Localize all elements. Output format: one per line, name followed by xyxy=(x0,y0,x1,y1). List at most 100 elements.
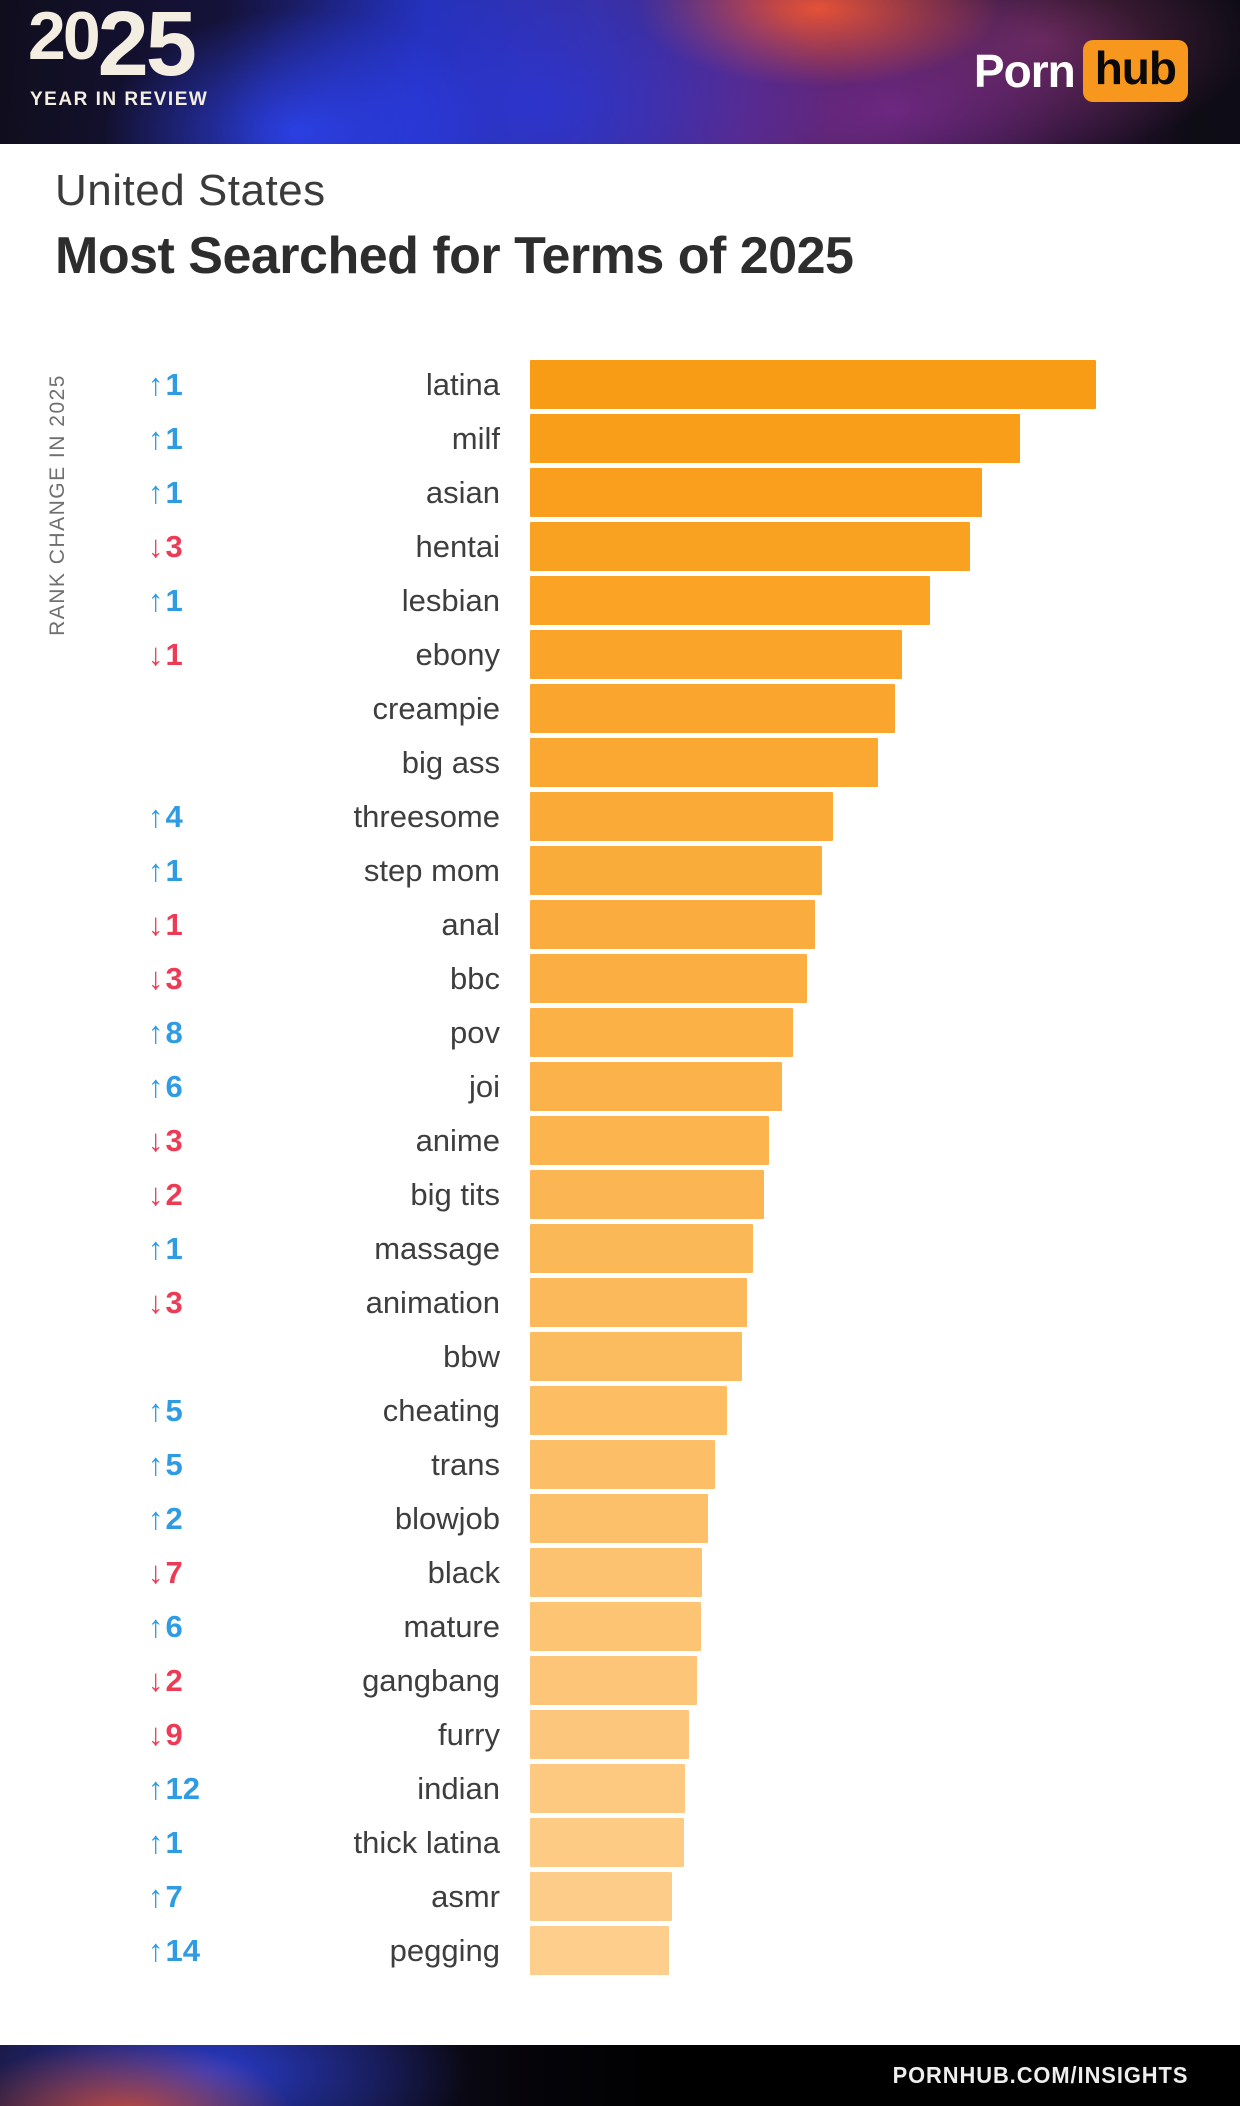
rank-change: ↑ 1 xyxy=(148,1231,183,1267)
rank-change-value: 3 xyxy=(165,1123,183,1158)
bar xyxy=(530,1116,769,1165)
term-label: asmr xyxy=(431,1879,500,1914)
rank-change-value: 6 xyxy=(165,1609,183,1644)
rank-change-value: 2 xyxy=(165,1501,183,1536)
table-row: ↑ 1 asian xyxy=(0,466,1240,520)
rank-change-value: 1 xyxy=(165,637,183,672)
logo-subtitle: YEAR IN REVIEW xyxy=(30,89,209,110)
bar xyxy=(530,360,1096,409)
table-row: ↑ 6 joi xyxy=(0,1060,1240,1114)
rank-arrow-icon: ↑ xyxy=(148,1825,164,1860)
bar xyxy=(530,468,982,517)
rank-arrow-icon: ↑ xyxy=(148,1933,164,1968)
term-label: trans xyxy=(431,1447,500,1482)
bar xyxy=(530,1602,701,1651)
rank-change: ↑ 5 xyxy=(148,1447,183,1483)
rank-arrow-icon: ↑ xyxy=(148,475,164,510)
rank-change-value: 1 xyxy=(165,421,183,456)
page-subtitle: United States xyxy=(55,166,326,215)
bar xyxy=(530,846,822,895)
bar xyxy=(530,576,930,625)
rank-change: ↓ 2 xyxy=(148,1663,183,1699)
rank-change-value: 1 xyxy=(165,1825,183,1860)
table-row: ↑ 7 asmr xyxy=(0,1870,1240,1924)
rank-change: ↓ 7 xyxy=(148,1555,183,1591)
bar xyxy=(530,1656,697,1705)
term-label: massage xyxy=(374,1231,500,1266)
rank-change: ↓ 1 xyxy=(148,907,183,943)
rank-change: ↓ 1 xyxy=(148,637,183,673)
table-row: ↑ 12 indian xyxy=(0,1762,1240,1816)
bar xyxy=(530,1278,747,1327)
bar xyxy=(530,1926,669,1975)
page-title: Most Searched for Terms of 2025 xyxy=(55,227,854,285)
footer-banner: PORNHUB.COM/INSIGHTS xyxy=(0,2045,1240,2106)
bar xyxy=(530,1440,715,1489)
rank-change-value: 8 xyxy=(165,1015,183,1050)
rank-change-value: 9 xyxy=(165,1717,183,1752)
bar xyxy=(530,684,895,733)
rank-change-value: 3 xyxy=(165,961,183,996)
rank-change-value: 5 xyxy=(165,1393,183,1428)
term-label: joi xyxy=(468,1069,500,1104)
table-row: big ass xyxy=(0,736,1240,790)
rank-arrow-icon: ↓ xyxy=(148,1663,164,1698)
table-row: ↓ 3 animation xyxy=(0,1276,1240,1330)
rank-arrow-icon: ↑ xyxy=(148,1447,164,1482)
term-label: asian xyxy=(425,475,500,510)
bar xyxy=(530,414,1020,463)
term-label: ebony xyxy=(415,637,500,672)
term-label: mature xyxy=(403,1609,500,1644)
table-row: ↑ 4 threesome xyxy=(0,790,1240,844)
term-label: blowjob xyxy=(394,1501,500,1536)
table-row: ↑ 1 step mom xyxy=(0,844,1240,898)
bar xyxy=(530,1170,764,1219)
term-label: pegging xyxy=(389,1933,500,1968)
rank-change: ↑ 1 xyxy=(148,367,183,403)
rank-change-value: 7 xyxy=(165,1555,183,1590)
term-label: bbc xyxy=(450,961,500,996)
rank-change: ↑ 1 xyxy=(148,1825,183,1861)
pornhub-logo: Porn hub xyxy=(974,40,1188,102)
insights-url-link[interactable]: PORNHUB.COM/INSIGHTS xyxy=(892,2062,1188,2088)
table-row: ↑ 8 pov xyxy=(0,1006,1240,1060)
rank-change-value: 3 xyxy=(165,529,183,564)
bar xyxy=(530,792,833,841)
rank-arrow-icon: ↓ xyxy=(148,1177,164,1212)
rank-arrow-icon: ↑ xyxy=(148,583,164,618)
rank-arrow-icon: ↑ xyxy=(148,853,164,888)
bar xyxy=(530,1818,684,1867)
bar xyxy=(530,1548,702,1597)
term-label: bbw xyxy=(443,1339,500,1374)
rank-change-value: 2 xyxy=(165,1663,183,1698)
rank-change-value: 6 xyxy=(165,1069,183,1104)
table-row: ↓ 1 ebony xyxy=(0,628,1240,682)
term-label: latina xyxy=(425,367,500,402)
rank-arrow-icon: ↓ xyxy=(148,1717,164,1752)
rank-arrow-icon: ↓ xyxy=(148,961,164,996)
table-row: ↑ 6 mature xyxy=(0,1600,1240,1654)
rank-arrow-icon: ↑ xyxy=(148,1501,164,1536)
rank-arrow-icon: ↑ xyxy=(148,421,164,456)
table-row: ↑ 1 massage xyxy=(0,1222,1240,1276)
rank-arrow-icon: ↑ xyxy=(148,1231,164,1266)
rank-change: ↑ 4 xyxy=(148,799,183,835)
term-label: cheating xyxy=(382,1393,500,1428)
term-label: pov xyxy=(450,1015,500,1050)
rank-arrow-icon: ↑ xyxy=(148,367,164,402)
rank-change: ↓ 2 xyxy=(148,1177,183,1213)
rank-change: ↑ 1 xyxy=(148,583,183,619)
rank-change-value: 1 xyxy=(165,583,183,618)
term-label: furry xyxy=(438,1717,500,1752)
rank-change: ↓ 3 xyxy=(148,961,183,997)
term-label: big ass xyxy=(401,745,500,780)
rank-change-value: 1 xyxy=(165,853,183,888)
bar-chart: ↑ 1 latina ↑ 1 milf ↑ 1 asian ↓ 3 h xyxy=(0,358,1240,1978)
bar xyxy=(530,900,815,949)
logo-year: 20 25 xyxy=(28,0,197,90)
bar xyxy=(530,1224,753,1273)
table-row: creampie xyxy=(0,682,1240,736)
term-label: gangbang xyxy=(362,1663,500,1698)
rank-change: ↑ 1 xyxy=(148,421,183,457)
bar xyxy=(530,1872,672,1921)
